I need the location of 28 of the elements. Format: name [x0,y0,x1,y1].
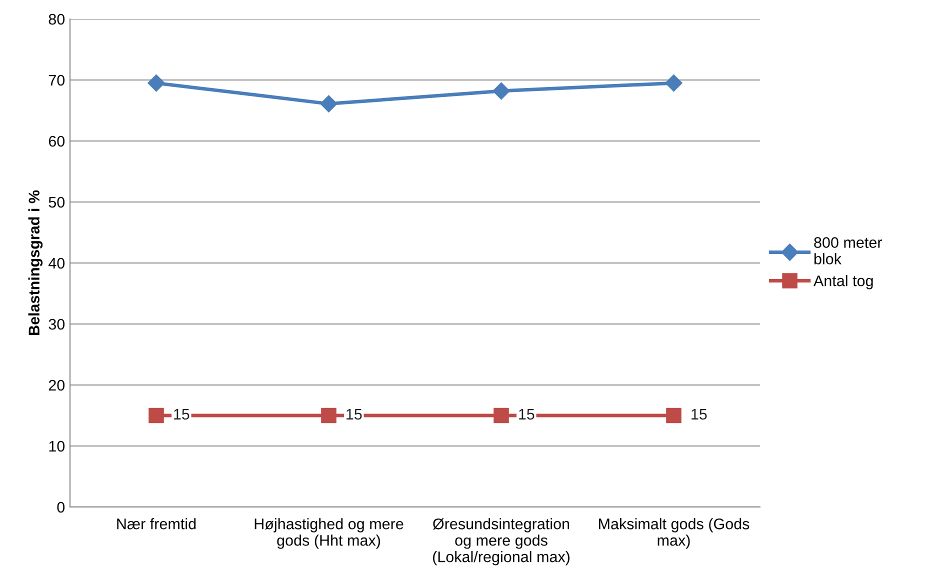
point [148,408,164,424]
point [666,408,682,424]
y-tick-label: 80 [48,14,65,25]
data-label: 15 [519,408,534,420]
y-tick-label: 30 [48,318,65,330]
y-tick-label: 10 [49,440,65,452]
y-tick-label: 0 [57,502,65,513]
x-tick-label: Højhastighed og mere gods (Hht max) [254,518,404,549]
y-tick-label: 50 [48,196,65,208]
data-label: 15 [346,408,362,420]
point [321,408,336,424]
y-tick-label: 40 [48,258,65,269]
y-axis-title: Belastningsgrad i % [28,190,43,335]
x-tick-label: Maksimalt gods (Gods max) [599,518,750,549]
x-tick-label: Øresundsintegration og mere gods (Lokal/regional max) [432,518,570,566]
data-label: 15 [174,408,190,420]
data-label: 15 [692,408,707,420]
y-tick-label: 60 [48,136,65,147]
point [492,82,510,100]
y-tick-label: 20 [48,380,65,391]
point [494,408,509,424]
point [320,95,338,112]
y-tick-label: 70 [48,74,65,86]
x-tick-label: Nær fremtid [117,518,196,530]
point [665,74,682,92]
legend-label: 800 meter blok [814,237,882,264]
point [148,74,165,92]
legend-label: Antal tog [814,275,873,290]
